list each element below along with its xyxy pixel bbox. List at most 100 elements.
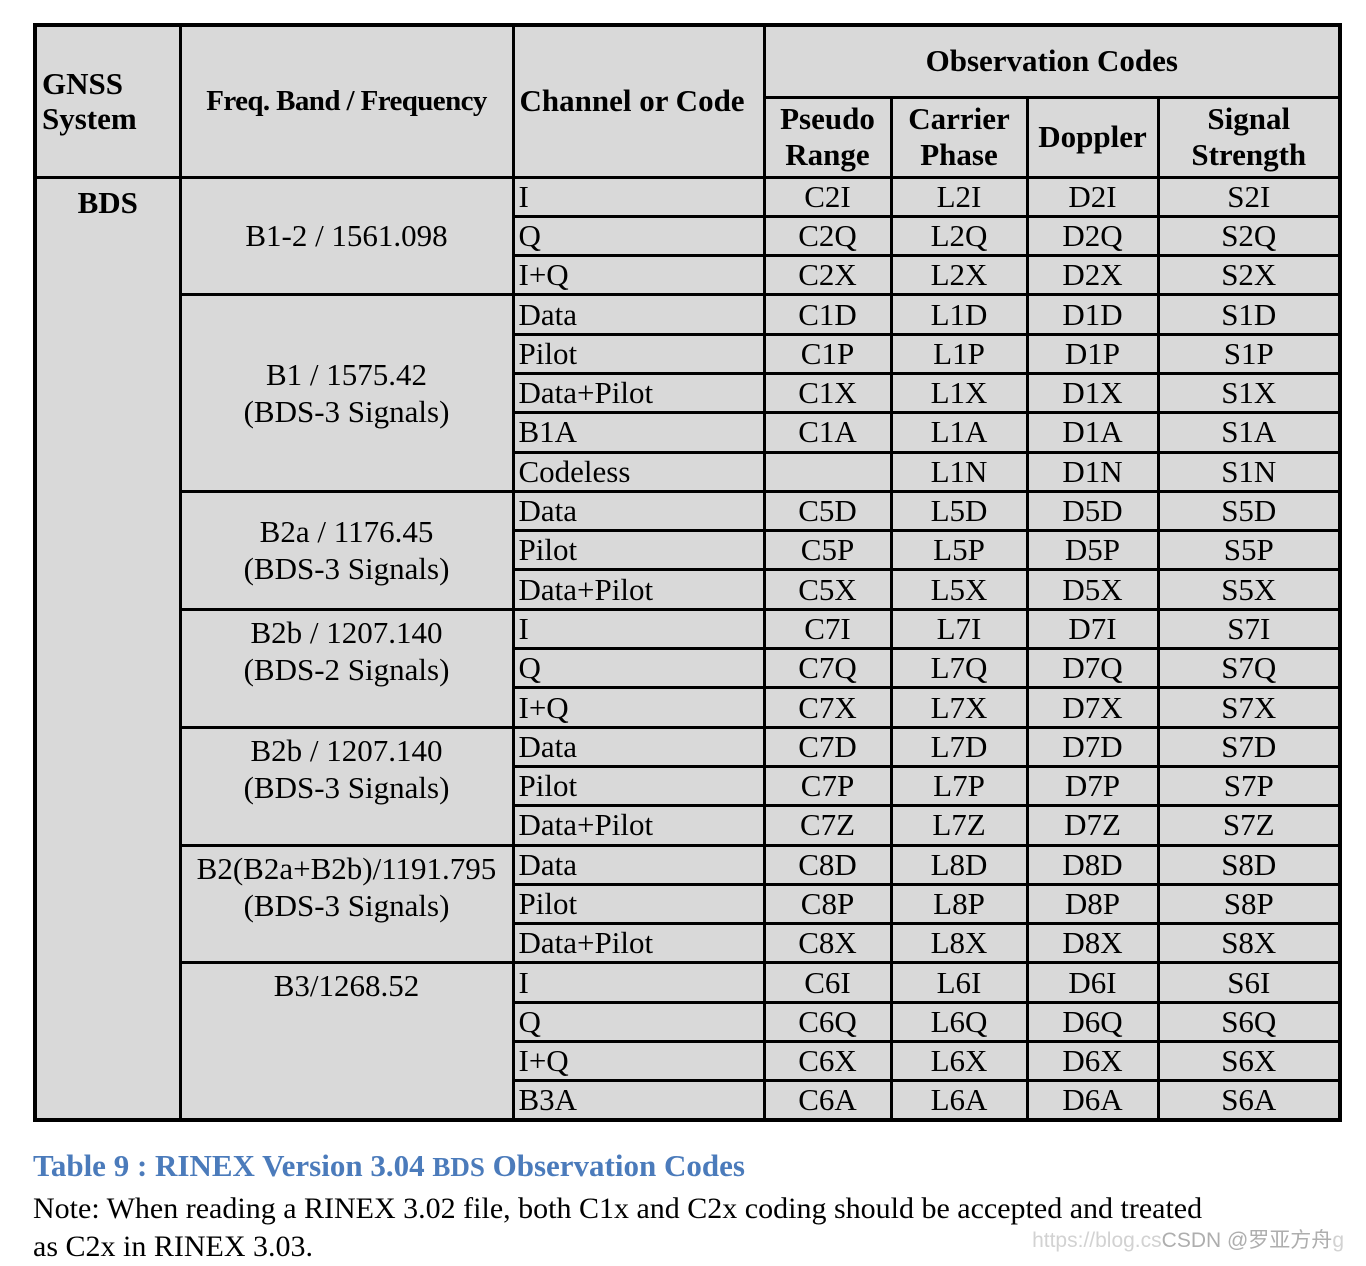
signal-strength-code: S1A <box>1156 411 1342 454</box>
caption-suffix: Observation Codes <box>484 1148 745 1183</box>
bds-observation-codes-table: GNSS System Freq. Band / Frequency Chann… <box>33 23 1343 1123</box>
pseudo-range-code: C1A <box>762 411 893 454</box>
doppler-code: D1D <box>1025 293 1160 336</box>
channel-or-code-cell: I+Q <box>511 254 766 297</box>
pseudo-range-code: C7Q <box>762 647 893 690</box>
pseudo-range-code: C7P <box>762 764 893 808</box>
signal-strength-code: S5P <box>1156 529 1342 572</box>
carrier-phase-code: L8P <box>889 882 1029 926</box>
channel-or-code-cell: I <box>511 607 766 651</box>
channel-or-code-cell: Pilot <box>511 529 766 572</box>
carrier-phase-code: L7Q <box>889 647 1029 690</box>
freq-band-signals: (BDS-3 Signals) <box>243 551 450 587</box>
carrier-phase-code: L1X <box>889 371 1029 415</box>
channel-or-code-cell: Data <box>511 293 766 336</box>
doppler-code: D5D <box>1025 489 1160 533</box>
freq-band-name: B2b / 1207.140 <box>250 732 443 768</box>
signal-strength-code: S1X <box>1156 371 1342 415</box>
header-carrier-phase: Carrier Phase <box>889 95 1029 179</box>
pseudo-range-code: C6A <box>762 1079 893 1122</box>
carrier-phase-code: L7P <box>889 764 1029 808</box>
note-line-1: Note: When reading a RINEX 3.02 file, bo… <box>33 1192 1203 1225</box>
channel-or-code-cell: I <box>511 961 766 1004</box>
freq-band-cell: B2b / 1207.140 (BDS-2 Signals) <box>178 607 515 729</box>
freq-band-name: B1-2 / 1561.098 <box>245 218 448 254</box>
freq-band-signals: (BDS-3 Signals) <box>243 394 450 430</box>
carrier-phase-code: L1A <box>889 411 1029 454</box>
watermark-url-tail: g <box>1332 1229 1344 1252</box>
pseudo-range-code: C6Q <box>762 1000 893 1044</box>
pseudo-range-code: C8D <box>762 843 893 886</box>
channel-or-code-cell: Pilot <box>511 882 766 926</box>
carrier-phase-code: L8D <box>889 843 1029 886</box>
signal-strength-code: S2Q <box>1156 214 1342 258</box>
signal-strength-code: S7I <box>1156 607 1342 651</box>
channel-or-code-cell: I <box>511 175 766 218</box>
doppler-code: D7Z <box>1025 804 1160 847</box>
channel-or-code-cell: Q <box>511 1000 766 1044</box>
doppler-code: D7P <box>1025 764 1160 808</box>
pseudo-range-code: C7X <box>762 686 893 729</box>
signal-strength-code: S7Z <box>1156 804 1342 847</box>
header-doppler: Doppler <box>1025 95 1160 179</box>
doppler-code: D5X <box>1025 568 1160 611</box>
freq-band-cell: B2(B2a+B2b)/1191.795 (BDS-3 Signals) <box>178 843 515 965</box>
doppler-code: D5P <box>1025 529 1160 572</box>
doppler-code: D7Q <box>1025 647 1160 690</box>
channel-or-code-cell: Codeless <box>511 450 766 493</box>
pseudo-range-code: C8X <box>762 922 893 965</box>
carrier-phase-code: L1N <box>889 450 1029 493</box>
header-channel-or-code: Channel or Code <box>511 23 766 179</box>
table-row: B3A C6A L6A D6A S6A <box>35 1079 1342 1122</box>
watermark-url-fragment: https://blog.cs <box>1032 1229 1162 1252</box>
channel-or-code-cell: Pilot <box>511 764 766 808</box>
signal-strength-code: S5X <box>1156 568 1342 611</box>
pseudo-range-code: C7D <box>762 725 893 768</box>
doppler-code: D7X <box>1025 686 1160 729</box>
table-row: I+Q C2X L2X D2X S2X <box>35 254 1342 297</box>
table-caption: Table 9 : RINEX Version 3.04 BDS Observa… <box>33 1148 745 1184</box>
gnss-system-value: BDS <box>33 175 182 1122</box>
doppler-code: D8D <box>1025 843 1160 886</box>
header-pseudo-range: Pseudo Range <box>762 95 893 179</box>
header-freq-band: Freq. Band / Frequency <box>178 23 515 179</box>
signal-strength-code: S2X <box>1156 254 1342 297</box>
doppler-code: D1X <box>1025 371 1160 415</box>
carrier-phase-code: L8X <box>889 922 1029 965</box>
carrier-phase-code: L7D <box>889 725 1029 768</box>
pseudo-range-code: C1X <box>762 371 893 415</box>
table-row: Q C2Q L2Q D2Q S2Q <box>35 214 1342 258</box>
table-row: Q C6Q L6Q D6Q S6Q <box>35 1000 1342 1044</box>
pseudo-range-code: C5D <box>762 489 893 533</box>
caption-bds: BDS <box>432 1152 485 1182</box>
table-row: I+Q C7X L7X D7X S7X <box>35 686 1342 729</box>
pseudo-range-code: C2I <box>762 175 893 218</box>
doppler-code: D7D <box>1025 725 1160 768</box>
channel-or-code-cell: I+Q <box>511 1040 766 1083</box>
freq-band-cell: B2b / 1207.140 (BDS-3 Signals) <box>178 725 515 847</box>
table-row: Codeless L1N D1N S1N <box>35 450 1342 493</box>
channel-or-code-cell: Data+Pilot <box>511 804 766 847</box>
doppler-code: D2X <box>1025 254 1160 297</box>
channel-or-code-cell: Data+Pilot <box>511 922 766 965</box>
pseudo-range-code: C1D <box>762 293 893 336</box>
carrier-phase-code: L1D <box>889 293 1029 336</box>
doppler-code: D8P <box>1025 882 1160 926</box>
doppler-code: D7I <box>1025 607 1160 651</box>
signal-strength-code: S8D <box>1156 843 1342 886</box>
carrier-phase-code: L2X <box>889 254 1029 297</box>
table-row: Pilot C5P L5P D5P S5P <box>35 529 1342 572</box>
caption-prefix: Table 9 : RINEX Version 3.04 <box>33 1148 433 1183</box>
carrier-phase-code: L6A <box>889 1079 1029 1122</box>
channel-or-code-cell: Pilot <box>511 332 766 375</box>
doppler-code: D1N <box>1025 450 1160 493</box>
freq-band-signals: (BDS-3 Signals) <box>243 887 450 923</box>
pseudo-range-code: C5X <box>762 568 893 611</box>
carrier-phase-code: L6Q <box>889 1000 1029 1044</box>
note-text: Note: When reading a RINEX 3.02 file, bo… <box>33 1190 1202 1266</box>
carrier-phase-code: L7I <box>889 607 1029 651</box>
pseudo-range-code: C5P <box>762 529 893 572</box>
signal-strength-code: S8X <box>1156 922 1342 965</box>
channel-or-code-cell: I+Q <box>511 686 766 729</box>
signal-strength-code: S6I <box>1156 961 1342 1004</box>
